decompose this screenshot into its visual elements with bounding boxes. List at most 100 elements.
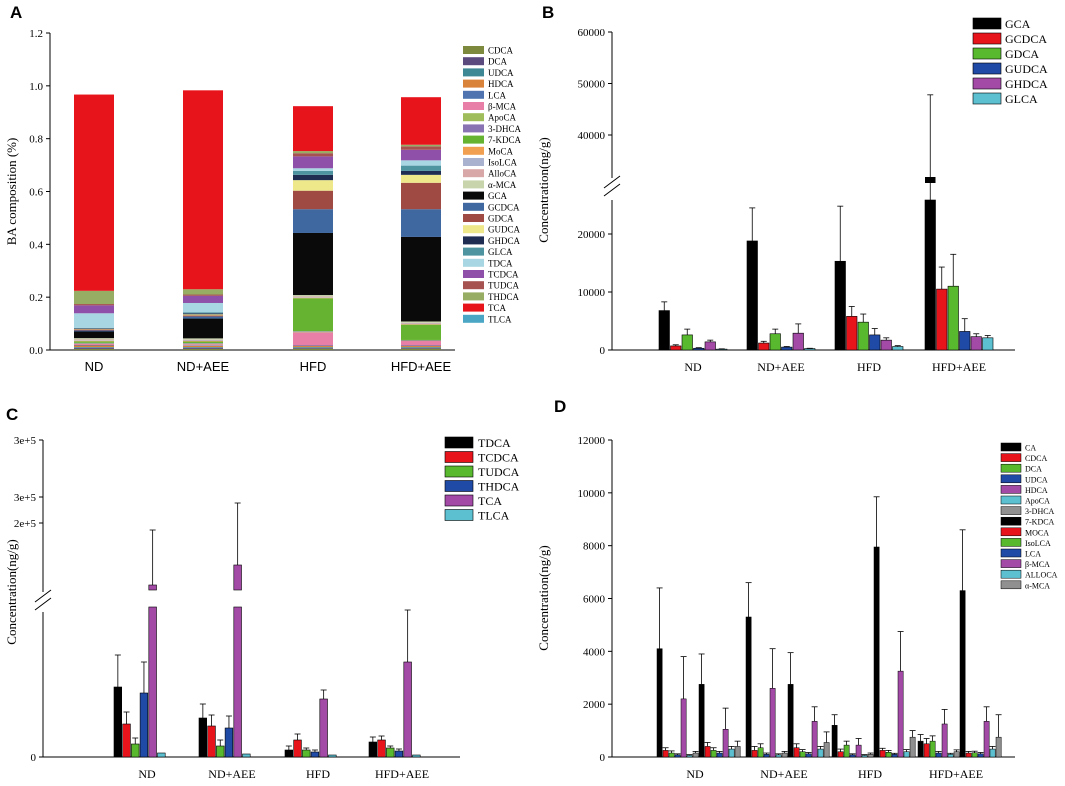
d-ytick-label: 12000 — [578, 435, 606, 447]
d-legend-label: β-MCA — [1025, 560, 1050, 569]
a-ytick-label: 0.4 — [29, 239, 43, 251]
d-bar — [723, 729, 728, 757]
a-legend-label: TUDCA — [488, 281, 519, 291]
a-legend-swatch — [463, 248, 484, 256]
a-legend-swatch — [463, 304, 484, 312]
a-stack-segment — [401, 323, 441, 324]
a-stack-segment — [293, 156, 333, 168]
c-legend-swatch — [445, 481, 473, 492]
a-legend-swatch — [463, 57, 484, 65]
d-bar — [942, 724, 947, 757]
d-bar — [868, 754, 873, 757]
c-bar — [413, 755, 421, 757]
a-stack-segment — [293, 332, 333, 345]
a-legend-label: 7-KDCA — [488, 135, 521, 145]
a-stack-segment — [74, 330, 114, 331]
a-legend-label: GHDCA — [488, 236, 521, 246]
a-stack-segment — [183, 319, 223, 339]
c-legend-label: TCDCA — [478, 451, 519, 465]
a-legend-swatch — [463, 180, 484, 188]
a-stack-segment — [183, 346, 223, 347]
b-bar — [770, 334, 781, 350]
a-ytick-label: 0.2 — [29, 292, 43, 304]
a-stack-segment — [183, 296, 223, 303]
d-bar — [904, 752, 909, 757]
a-stack-segment — [401, 346, 441, 347]
a-stack-segment — [401, 175, 441, 183]
a-legend-swatch — [463, 68, 484, 76]
a-legend-label: GCDCA — [488, 202, 520, 212]
b-ytick-label: 20000 — [578, 229, 606, 241]
b-legend-label: GCDCA — [1005, 32, 1047, 46]
a-stack-segment — [183, 341, 223, 342]
c-bar — [208, 726, 216, 757]
a-ytick-label: 0.6 — [29, 187, 43, 199]
a-legend-label: GCA — [488, 191, 508, 201]
a-legend-swatch — [463, 270, 484, 278]
c-legend-swatch — [445, 510, 473, 521]
c-bar-upper-piece — [149, 585, 157, 590]
d-bar — [930, 741, 935, 757]
c-bar — [225, 728, 233, 757]
a-stack-segment — [183, 314, 223, 315]
a-stack-segment — [183, 348, 223, 349]
a-stack-segment — [401, 346, 441, 347]
a-stack-segment — [401, 146, 441, 149]
d-bar — [699, 684, 704, 757]
a-stack-segment — [74, 332, 114, 339]
d-legend-label: LCA — [1025, 550, 1041, 559]
a-legend-label: TCA — [488, 303, 507, 313]
d-ytick-label: 6000 — [583, 594, 606, 606]
a-ytick-label: 1.2 — [29, 28, 43, 40]
b-legend-swatch — [973, 63, 1001, 74]
d-y-axis-label: Concentration(ng/g) — [536, 545, 551, 650]
c-legend-swatch — [445, 452, 473, 463]
d-bar — [770, 688, 775, 757]
a-stack-segment — [74, 345, 114, 346]
c-bar — [114, 687, 122, 757]
a-stack-segment — [293, 233, 333, 295]
a-stack-segment — [293, 331, 333, 332]
c-ytick-label: 3e+5 — [14, 492, 37, 504]
b-bar — [983, 338, 994, 350]
c-category-label: ND — [138, 767, 156, 781]
a-stack-segment — [74, 341, 114, 342]
b-bar — [717, 349, 728, 350]
b-bar — [805, 349, 816, 350]
d-bar — [788, 684, 793, 757]
d-ytick-label: 4000 — [583, 646, 606, 658]
a-stack-segment — [74, 313, 114, 328]
d-legend-swatch — [1001, 570, 1021, 578]
a-stack-segment — [183, 340, 223, 341]
b-ytick-label: 50000 — [578, 79, 606, 91]
a-ytick-label: 0.0 — [29, 345, 43, 357]
a-stack-segment — [293, 209, 333, 233]
a-legend-label: GLCA — [488, 247, 513, 257]
a-stack-segment — [74, 329, 114, 330]
a-stack-segment — [183, 347, 223, 348]
b-bar — [971, 337, 982, 350]
a-stack-segment — [401, 150, 441, 161]
a-stack-segment — [401, 321, 441, 322]
d-bar — [663, 750, 668, 757]
a-category-label: ND+AEE — [177, 359, 230, 374]
a-legend-label: UDCA — [488, 68, 514, 78]
a-legend-swatch — [463, 136, 484, 144]
a-stack-segment — [401, 145, 441, 147]
d-bar — [824, 742, 829, 757]
d-bar — [681, 699, 686, 757]
a-legend-label: TDCA — [488, 258, 513, 268]
a-stack-segment — [74, 343, 114, 344]
c-bar — [131, 744, 139, 757]
d-category-label: HFD+AEE — [929, 767, 983, 781]
d-bar — [978, 754, 983, 757]
d-legend-label: ALLOCA — [1025, 571, 1058, 580]
c-legend-label: TCA — [478, 494, 502, 508]
d-bar — [812, 721, 817, 757]
b-category-label: ND+AEE — [757, 360, 804, 374]
d-legend-label: α-MCA — [1025, 581, 1050, 590]
a-stack-segment — [183, 289, 223, 294]
a-stack-segment — [183, 90, 223, 289]
a-stack-segment — [401, 183, 441, 209]
d-legend-label: ApoCA — [1025, 497, 1050, 506]
